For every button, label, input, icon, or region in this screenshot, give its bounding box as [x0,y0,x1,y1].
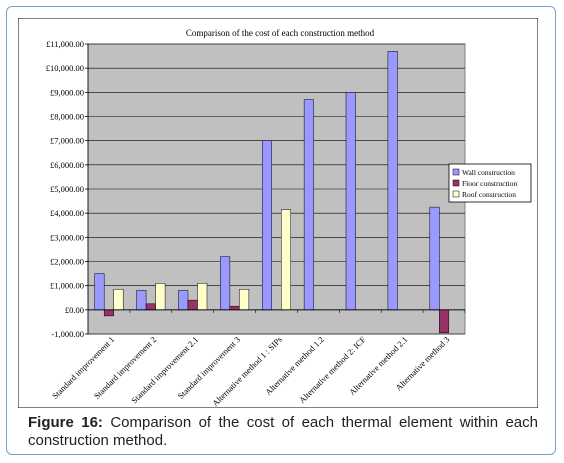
bar-floor-construction [187,299,198,311]
bar-roof-construction [113,289,124,311]
legend-label: Floor construction [462,179,517,188]
y-tick-label: £6,000.00 [50,160,84,170]
y-tick-label: £4,000.00 [50,208,84,218]
bar-floor-construction [145,303,156,311]
bar-wall-construction [136,290,147,311]
y-tick-label: -1,000.00 [51,329,84,339]
bar-wall-construction [429,206,440,311]
y-tick-label: £7,000.00 [50,136,84,146]
bar-roof-construction [281,209,291,311]
legend-box [448,163,532,203]
plot-area: -1,000.00 £0.00 £1,000.00 £2,000.00 £3,000.0… [46,39,466,408]
bar-wall-construction [345,92,356,311]
bar-roof-construction [239,289,250,311]
figure-caption: Figure 16: Comparison of the cost of eac… [28,414,538,450]
y-tick-label: £3,000.00 [50,232,84,242]
y-tick-label: £1,000.00 [50,281,84,291]
legend-label: Wall construction [462,168,515,177]
caption-label: Figure 16: [28,414,103,431]
caption-text: Comparison of the cost of each thermal e… [28,414,538,449]
bar-wall-construction [262,140,272,311]
bar-floor-construction [229,305,240,311]
y-tick-label: £0.00 [65,305,84,315]
chart-title: Comparison of the cost of each construct… [186,28,375,38]
legend: Wall construction Floor construction Roof … [448,163,532,203]
y-tick-label: £10,000.00 [46,63,84,73]
y-tick-label: £9,000.00 [50,87,84,97]
bar-floor-construction [439,309,450,334]
y-tick-label: £11,000.00 [46,39,84,49]
y-tick-label: £8,000.00 [50,112,84,122]
legend-swatch [452,179,460,187]
bar-roof-construction [197,283,208,311]
bar-chart: Comparison of the cost of each construct… [18,18,538,408]
bar-floor-construction [103,309,114,317]
bar-wall-construction [303,99,314,311]
bar-wall-construction [94,273,105,311]
y-tick-label: £2,000.00 [50,257,84,267]
bar-roof-construction [155,283,166,311]
legend-label: Roof construction [462,190,516,199]
bar-wall-construction [220,256,231,311]
y-tick-label: £5,000.00 [50,184,84,194]
legend-swatch [452,190,460,198]
bar-wall-construction [178,290,189,311]
legend-swatch [452,168,460,176]
bar-wall-construction [387,51,398,311]
